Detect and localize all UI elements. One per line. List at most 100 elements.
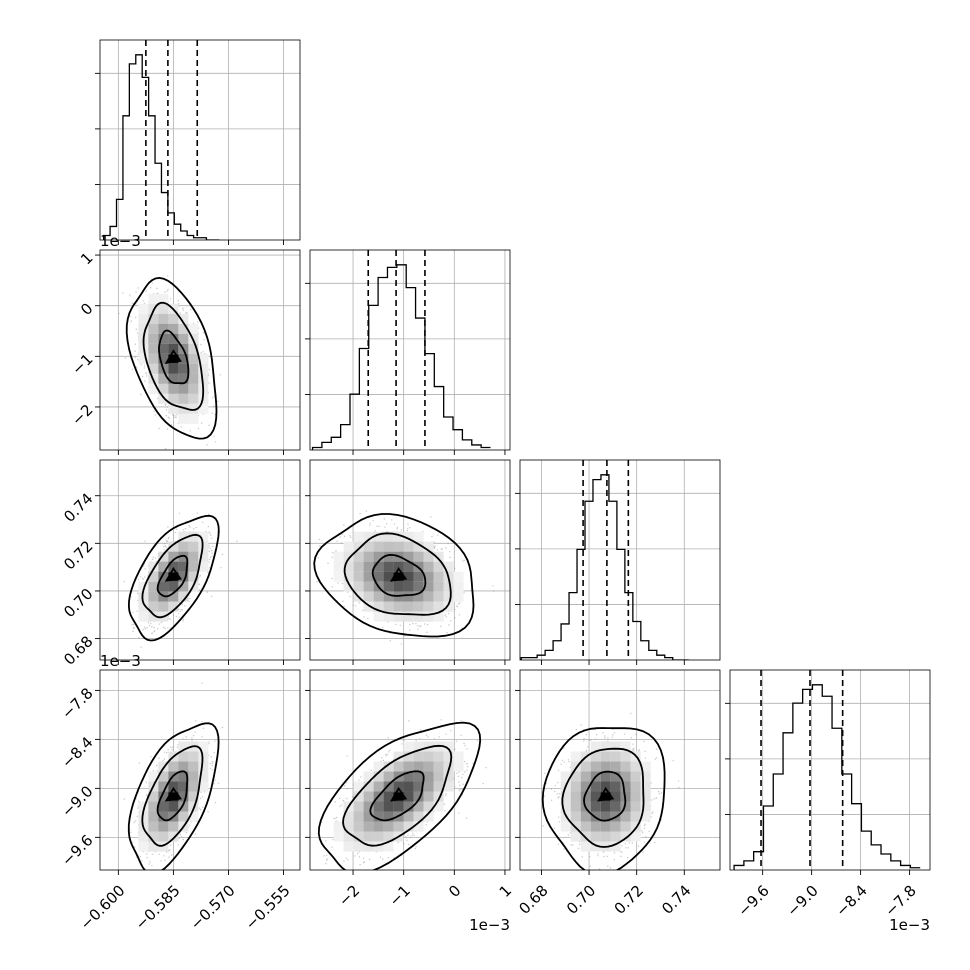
density-cell — [343, 831, 354, 842]
density-cell — [343, 551, 354, 562]
density-cell — [148, 293, 159, 304]
density-cell — [640, 781, 651, 792]
density-cell — [443, 581, 454, 592]
density-cell — [333, 821, 344, 832]
density-cell — [403, 561, 414, 572]
density-cell — [198, 751, 209, 762]
density-cell — [178, 591, 189, 602]
density-cell — [363, 601, 374, 612]
panel-frame — [99, 249, 301, 451]
density-cell — [630, 771, 641, 782]
x-tick-label: −9.0 — [783, 882, 821, 920]
density-cell — [158, 343, 169, 354]
contour-line-2 — [142, 301, 205, 411]
density-cell — [138, 323, 149, 334]
density-cell — [178, 761, 189, 772]
density-cell — [413, 761, 424, 772]
density-cell — [383, 531, 394, 542]
density-cell — [178, 791, 189, 802]
density-cell — [178, 541, 189, 552]
contour-line-3 — [127, 722, 220, 870]
density-cell — [580, 841, 591, 852]
density-cell — [168, 821, 179, 832]
density-cell — [188, 571, 199, 582]
y-offset-label: 1e−3 — [100, 652, 141, 670]
density-cell — [453, 751, 464, 762]
density-cell — [413, 581, 424, 592]
density-cell — [630, 811, 641, 822]
density-peak — [168, 354, 179, 363]
x-tick-label: −2 — [335, 882, 363, 910]
density-cell — [383, 771, 394, 782]
density-cell — [168, 761, 179, 772]
density-cell — [580, 811, 591, 822]
density-cell — [178, 781, 189, 792]
density-cell — [333, 561, 344, 572]
density-cell — [343, 561, 354, 572]
density-cell — [188, 403, 199, 414]
density-cell — [393, 761, 404, 772]
panel-frame — [99, 459, 301, 661]
density-cell — [148, 771, 159, 782]
density-cell — [610, 841, 621, 852]
pair-panel-1-0 — [99, 249, 301, 451]
density-cell — [413, 571, 424, 582]
density-cell — [373, 761, 384, 772]
density-cell — [393, 821, 404, 832]
density-cell — [610, 801, 621, 812]
density-cell — [198, 403, 209, 414]
contour-line-1 — [583, 770, 627, 822]
density-cell — [158, 571, 169, 582]
density-cell — [158, 831, 169, 842]
density-cell — [383, 791, 394, 802]
density-cell — [363, 831, 374, 842]
density-peak — [393, 572, 404, 581]
density-cell — [168, 333, 179, 344]
density-cell — [610, 771, 621, 782]
density-cell — [158, 551, 169, 562]
density-cell — [413, 771, 424, 782]
density-cell — [158, 601, 169, 612]
density-cell — [343, 821, 354, 832]
density-cell — [393, 601, 404, 612]
density-cell — [178, 323, 189, 334]
density-cell — [363, 791, 374, 802]
density-cell — [620, 761, 631, 772]
density-cell — [148, 591, 159, 602]
density-cell — [373, 531, 384, 542]
density-cell — [168, 323, 179, 334]
contour-line-2 — [141, 533, 204, 619]
density-cell — [373, 801, 384, 812]
density-cell — [403, 551, 414, 562]
contour-line-1 — [156, 554, 189, 598]
panel-frame — [519, 669, 721, 871]
density-cell — [600, 761, 611, 772]
density-cell — [590, 831, 601, 842]
density-cell — [423, 561, 434, 572]
contour-peak — [389, 786, 408, 802]
density-cell — [600, 821, 611, 832]
density-cell — [138, 611, 149, 622]
density-cell — [610, 781, 621, 792]
density-cell — [138, 591, 149, 602]
density-cell — [188, 323, 199, 334]
density-cell — [178, 771, 189, 782]
marginal-panel-3 — [725, 669, 931, 871]
y-tick-label: −1 — [68, 350, 96, 378]
density-cell — [363, 591, 374, 602]
density-cell — [138, 581, 149, 592]
density-cell — [403, 811, 414, 822]
density-cell — [373, 811, 384, 822]
x-offset-label: 1e−3 — [889, 916, 930, 934]
density-cell — [188, 383, 199, 394]
density-cell — [138, 353, 149, 364]
density-cell — [413, 601, 424, 612]
density-cell — [433, 571, 444, 582]
density-cell — [403, 541, 414, 552]
density-cell — [640, 811, 651, 822]
density-cell — [423, 801, 434, 812]
contour-line-2 — [342, 744, 453, 847]
density-cell — [580, 771, 591, 782]
density-cell — [403, 531, 414, 542]
density-cell — [333, 551, 344, 562]
